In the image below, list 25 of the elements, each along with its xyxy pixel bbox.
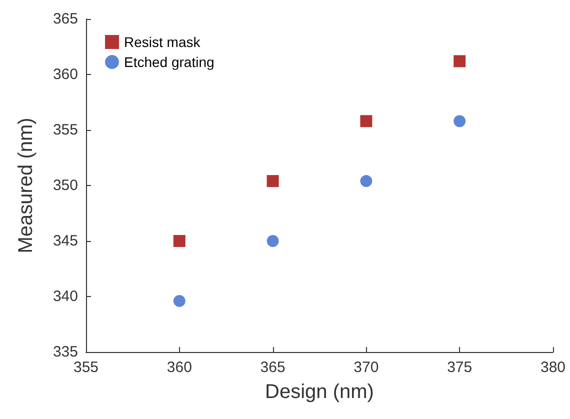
point [266,175,279,188]
point [360,115,372,128]
point [173,235,186,247]
point [173,294,186,307]
y-tick-label: 355 [52,122,78,138]
point [266,235,279,247]
y-tick-label: 340 [52,288,78,305]
x-tick-label: 355 [73,359,99,376]
x-axis-title: Design (nm) [265,381,374,403]
x-tick-label: 380 [540,359,566,376]
y-tick-label: 335 [52,344,78,360]
y-tick-label: 345 [52,232,78,250]
legend-label: Resist mask [124,34,202,50]
x-tick-label: 370 [354,359,379,376]
point [454,115,466,128]
x-tick-label: 375 [447,359,472,376]
point [360,175,372,188]
x-tick-label: 360 [166,359,192,376]
y-axis-title: Measured (nm) [15,118,37,254]
point [454,55,466,68]
legend-label: Etched grating [124,54,214,70]
y-tick-label: 360 [52,66,78,83]
y-tick-label: 365 [52,10,78,28]
y-tick-label: 350 [52,177,78,194]
x-tick-label: 365 [260,359,286,376]
